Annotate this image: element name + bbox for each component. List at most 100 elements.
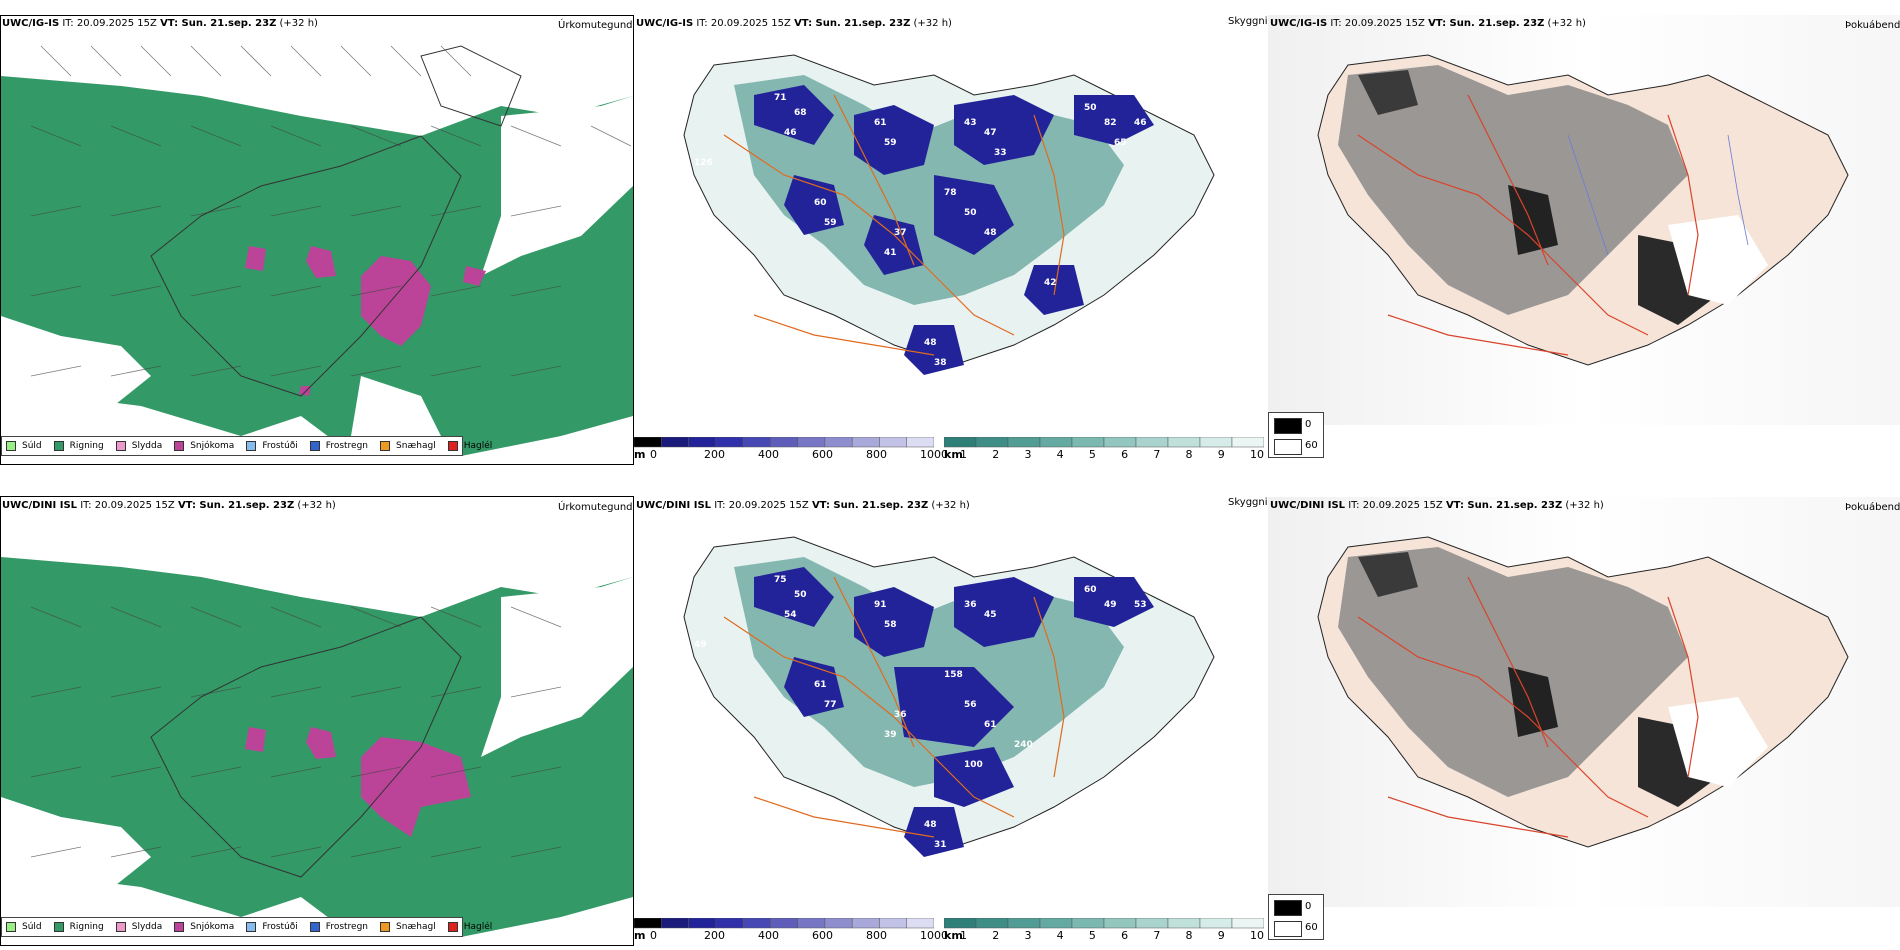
svg-text:49: 49 [1104,600,1117,610]
colorbar-tick-label: 7 [1153,929,1161,942]
colorbar-segment [1007,918,1041,929]
legend-item: Snjókoma [174,441,234,451]
cloud-base-title: Skyggni [1228,497,1268,508]
colorbar-segment [688,918,717,929]
svg-text:54: 54 [784,610,797,620]
colorbar-tick-label: 8 [1185,929,1193,942]
svg-text:100: 100 [964,760,983,770]
colorbar-segment [1103,437,1137,448]
svg-text:53: 53 [1134,600,1147,610]
colorbar-tick-label: 800 [866,929,887,942]
colorbar-segment [634,437,662,448]
cloud-base-svg: 71 68 46 61 59 43 47 33 50 82 65 46 78 50 48 37 41 6… [634,15,1268,425]
svg-text:37: 37 [894,228,907,238]
colorbar-segment [1199,437,1233,448]
valid-time: VT: Sun. 21.sep. 23Z [160,18,277,29]
colorbar-tick-label: 2 [992,929,1000,942]
colorbar-segment [661,918,689,929]
colorbar-segment [851,437,880,448]
colorbar-tick-label: 600 [812,929,833,942]
colorbar-tick-label: 8 [1185,448,1193,461]
colorbar-unit: km [944,929,963,942]
svg-text:33: 33 [994,148,1007,158]
colorbar-tick-label: 1000 [920,929,948,942]
colorbar-segment [824,918,853,929]
colorbar-tick-label: 4 [1056,929,1064,942]
colorbar-tick-label: 200 [704,448,725,461]
colorbar-tick-label: 1 [960,448,967,461]
colorbar-segment [1071,918,1105,929]
svg-text:59: 59 [884,138,897,148]
colorbar-m-svg [634,918,934,929]
colorbar-km: km 1 2 3 4 5 6 7 8 9 10 [944,437,1264,461]
svg-text:142: 142 [774,338,793,348]
lead-time: (+32 h) [279,18,318,29]
colorbar-tick-label: 9 [1217,448,1225,461]
svg-text:61: 61 [814,680,827,690]
colorbar-segment [770,437,798,448]
row2-cloud-header: UWC/DINI ISL IT: 20.09.2025 15Z VT: Sun.… [636,500,970,511]
svg-text:38: 38 [934,358,947,368]
precip-type-map [0,496,634,946]
colorbar-segment [1135,918,1169,929]
colorbar-tick-label: 200 [704,929,725,942]
colorbar-m: m 0 200 400 600 800 1000 [634,918,948,942]
svg-text:45: 45 [984,610,997,620]
colorbar-tick-label: 10 [1250,448,1264,461]
colorbar-segment [634,918,662,929]
precip-type-map [0,15,634,465]
model-name: UWC/DINI ISL [636,500,712,511]
colorbar-segment [944,437,977,448]
legend-item: Súld [6,922,42,932]
precip-legend: Súld Rigning Slydda Snjókoma Frostúði Fr… [1,917,492,937]
colorbar-m-svg [634,437,934,448]
colorbar-segment [1071,437,1105,448]
colorbar-unit: m [634,929,646,942]
precip-type-title: Úrkomutegund [558,502,633,513]
init-time: IT: 20.09.2025 15Z [714,500,809,511]
model-name: UWC/DINI ISL [1270,500,1346,511]
colorbar-segment [975,437,1009,448]
legend-item: Frostregn [309,441,368,451]
svg-text:41: 41 [884,248,897,258]
row2-precip-header: UWC/DINI ISL IT: 20.09.2025 15Z VT: Sun.… [2,500,336,511]
svg-text:46: 46 [1134,118,1147,128]
colorbar-segment [742,437,771,448]
svg-text:60: 60 [814,198,827,208]
init-time: IT: 20.09.2025 15Z [80,500,175,511]
legend-item: Snjókoma [174,922,234,932]
model-name: UWC/IG-IS [636,18,694,29]
legend-item: Frostúði [246,441,298,451]
colorbar-segment [824,437,853,448]
cloud-base-svg: 75 50 54 91 58 36 45 60 49 53 158 56 61 36 39 61 77… [634,497,1268,907]
valid-time: VT: Sun. 21.sep. 23Z [1445,500,1563,511]
colorbar-segment [1135,437,1169,448]
colorbar-tick-label: 600 [812,448,833,461]
colorbar-segment [879,437,907,448]
cloud-base-map: 71 68 46 61 59 43 47 33 50 82 65 46 78 50 48 37 41 6… [634,15,1268,425]
fog-map [1268,15,1900,425]
colorbar-segment [742,918,771,929]
colorbar-segment [879,918,907,929]
svg-text:71: 71 [774,93,787,103]
colorbar-segment [906,437,934,448]
legend-item: Súld [6,441,42,451]
row1-precip-header: UWC/IG-IS IT: 20.09.2025 15Z VT: Sun. 21… [2,18,318,29]
colorbar-unit: m [634,448,646,461]
legend-item: Snæhagl [380,441,436,451]
lead-time: (+32 h) [1547,18,1586,29]
svg-text:48: 48 [924,338,937,348]
colorbar-tick-label: 0 [650,929,657,942]
colorbar-tick-label: 6 [1121,929,1129,942]
precip-legend: Súld Rigning Slydda Snjókoma Frostúði Fr… [1,436,492,456]
valid-time: VT: Sun. 21.sep. 23Z [177,500,295,511]
valid-time: VT: Sun. 21.sep. 23Z [794,18,911,29]
svg-text:48: 48 [984,228,997,238]
fog-legend: 0 60 [1268,894,1324,940]
svg-text:50: 50 [1084,103,1097,113]
svg-text:158: 158 [944,670,963,680]
init-time: IT: 20.09.2025 15Z [62,18,157,29]
svg-text:49: 49 [694,640,707,650]
legend-item: Rigning [53,441,104,451]
colorbar-tick-label: 3 [1024,929,1032,942]
